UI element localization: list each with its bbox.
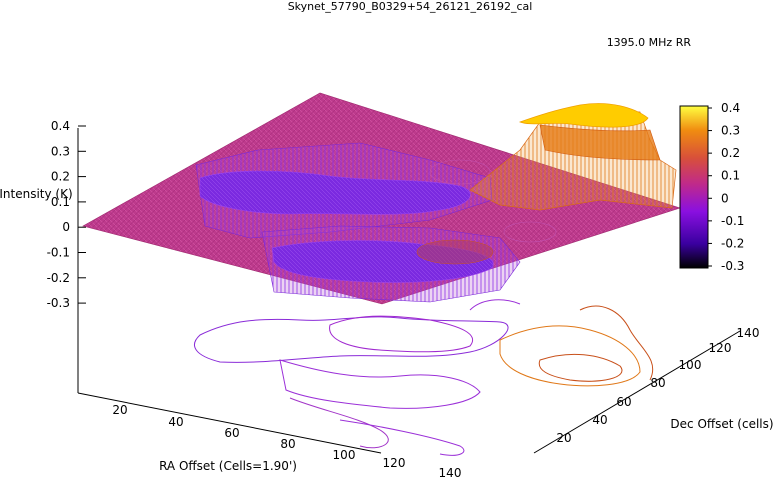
- z-tick-label: 0.1: [51, 195, 70, 209]
- y-axis-label: Dec Offset (cells): [670, 417, 773, 431]
- z-tick-label: -0.2: [47, 271, 70, 285]
- z-axis-label: Intensity (K): [0, 187, 73, 201]
- colorbar-gradient: [679, 105, 709, 269]
- ridge-peak: [519, 103, 649, 128]
- y-tick-label: 140: [737, 326, 760, 340]
- colorbar-tick-label: 0.2: [721, 146, 740, 160]
- y-tick-label: 40: [592, 413, 607, 427]
- x-tick-label: 80: [280, 437, 295, 451]
- x-axis-line: [77, 392, 382, 454]
- colorbar-tick-label: 0: [721, 191, 729, 205]
- z-tick-label: 0: [62, 220, 70, 234]
- z-tick-label: 0.3: [51, 144, 70, 158]
- z-tick-label: -0.1: [47, 246, 70, 260]
- contour-warm: [499, 325, 641, 387]
- colorbar-tick-label: -0.2: [721, 236, 744, 250]
- x-tick-label: 140: [439, 466, 462, 478]
- colorbar-tick-label: 0.4: [721, 101, 740, 115]
- contour-inner: [329, 315, 473, 353]
- colorbar-ticks: 0.4 0.3 0.2 0.1 0 -0.1 -0.2 -0.3: [708, 101, 744, 273]
- x-tick-label: 120: [383, 456, 406, 470]
- colorbar-tick-label: 0.1: [721, 169, 740, 183]
- depression-floor-upper: [199, 170, 471, 215]
- z-tick-label: 0.4: [51, 119, 70, 133]
- x-axis-label: RA Offset (Cells=1.90'): [159, 459, 297, 473]
- ring-lower-right: [503, 221, 557, 243]
- colorbar-tick-label: 0.3: [721, 124, 740, 138]
- y-tick-label: 20: [556, 431, 571, 445]
- y-axis: 20 40 60 80 100 120 140: [556, 326, 759, 445]
- x-tick-label: 100: [333, 448, 356, 462]
- contour-ridge: [579, 305, 654, 381]
- axes-box: [77, 128, 741, 454]
- x-tick-label: 40: [168, 415, 183, 429]
- colorbar-tick-label: -0.1: [721, 214, 744, 228]
- surface-plot: [82, 92, 681, 305]
- contour-bottom: [339, 419, 465, 456]
- z-tick-label: -0.3: [47, 296, 70, 310]
- y-tick-label: 80: [650, 376, 665, 390]
- y-axis-line: [533, 330, 741, 454]
- ridge-slope: [539, 124, 661, 161]
- warm-patch: [416, 239, 494, 265]
- x-tick-label: 20: [112, 403, 127, 417]
- contour-small: [469, 299, 521, 311]
- chart-title: Skynet_57790_B0329+54_26121_26192_cal: [288, 0, 533, 13]
- contour-outer: [194, 316, 509, 363]
- x-axis: 20 40 60 80 100 120 140: [112, 403, 461, 478]
- legend-label: 1395.0 MHz RR: [607, 36, 692, 49]
- contour-projection: [194, 299, 654, 456]
- y-tick-label: 100: [679, 358, 702, 372]
- colorbar-tick-label: -0.3: [721, 259, 744, 273]
- contour-warm-inner: [538, 353, 623, 382]
- z-tick-label: 0.2: [51, 170, 70, 184]
- y-tick-label: 120: [709, 341, 732, 355]
- x-tick-label: 60: [224, 426, 239, 440]
- legend: 1395.0 MHz RR: [607, 36, 738, 49]
- y-tick-label: 60: [616, 395, 631, 409]
- colorbar: 0.4 0.3 0.2 0.1 0 -0.1 -0.2 -0.3: [679, 101, 744, 273]
- ring-upper-right: [429, 159, 491, 185]
- contour-tail: [289, 397, 389, 449]
- contour-lower: [279, 359, 481, 409]
- z-axis: 0.4 0.3 0.2 0.1 0 -0.1 -0.2 -0.3: [47, 119, 86, 310]
